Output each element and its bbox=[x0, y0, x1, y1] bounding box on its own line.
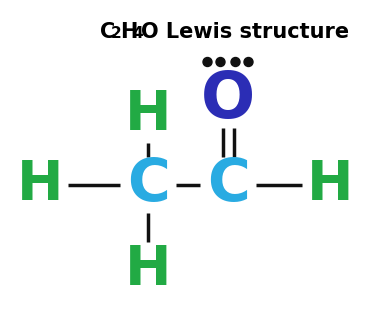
Text: H: H bbox=[17, 158, 63, 212]
Text: C: C bbox=[127, 157, 170, 214]
Circle shape bbox=[203, 58, 212, 67]
Text: H: H bbox=[125, 243, 171, 297]
Text: H: H bbox=[307, 158, 353, 212]
Text: C: C bbox=[207, 157, 249, 214]
Text: H: H bbox=[125, 88, 171, 142]
Text: C: C bbox=[100, 22, 115, 42]
Circle shape bbox=[216, 58, 225, 67]
Text: 2: 2 bbox=[111, 26, 122, 41]
Text: O: O bbox=[201, 69, 255, 131]
Text: 4: 4 bbox=[132, 26, 142, 41]
Circle shape bbox=[231, 58, 240, 67]
Text: H: H bbox=[120, 22, 137, 42]
Circle shape bbox=[244, 58, 253, 67]
Text: O Lewis structure: O Lewis structure bbox=[141, 22, 349, 42]
